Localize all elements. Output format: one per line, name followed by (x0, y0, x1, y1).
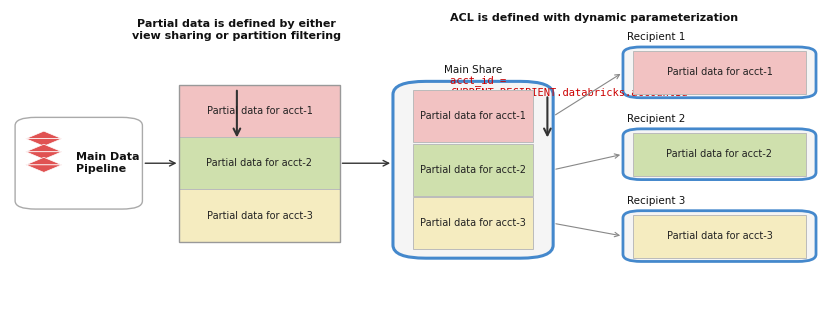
Text: Recipient 1: Recipient 1 (627, 32, 686, 42)
Polygon shape (26, 144, 62, 152)
Text: Main Share: Main Share (444, 65, 502, 75)
Text: acct_id =
CURRENT_RECIPIENT.databricks.accountId: acct_id = CURRENT_RECIPIENT.databricks.a… (451, 75, 688, 98)
Text: Partial data for acct-3: Partial data for acct-3 (667, 231, 772, 241)
Polygon shape (26, 165, 62, 172)
FancyBboxPatch shape (414, 144, 533, 196)
FancyBboxPatch shape (623, 47, 816, 98)
FancyBboxPatch shape (414, 90, 533, 143)
Polygon shape (26, 157, 62, 165)
Text: Partial data for acct-2: Partial data for acct-2 (667, 149, 772, 159)
FancyBboxPatch shape (623, 211, 816, 261)
Text: Partial data for acct-2: Partial data for acct-2 (207, 158, 313, 168)
Text: Recipient 2: Recipient 2 (627, 114, 686, 124)
Text: Partial data for acct-1: Partial data for acct-1 (207, 106, 313, 116)
Polygon shape (26, 152, 62, 159)
FancyBboxPatch shape (633, 215, 806, 257)
Text: Partial data for acct-3: Partial data for acct-3 (420, 218, 526, 228)
Text: Partial data for acct-1: Partial data for acct-1 (667, 67, 772, 77)
FancyBboxPatch shape (393, 81, 553, 258)
FancyBboxPatch shape (414, 197, 533, 249)
FancyBboxPatch shape (179, 189, 340, 242)
FancyBboxPatch shape (179, 85, 340, 137)
Text: Partial data for acct-1: Partial data for acct-1 (420, 111, 526, 121)
FancyBboxPatch shape (623, 129, 816, 179)
Text: Recipient 3: Recipient 3 (627, 196, 686, 206)
Text: Partial data for acct-2: Partial data for acct-2 (420, 165, 526, 175)
Text: Partial data for acct-3: Partial data for acct-3 (207, 210, 313, 221)
FancyBboxPatch shape (633, 133, 806, 176)
Polygon shape (26, 131, 62, 139)
FancyBboxPatch shape (179, 137, 340, 189)
FancyBboxPatch shape (15, 118, 142, 209)
FancyBboxPatch shape (633, 51, 806, 94)
Text: ACL is defined with dynamic parameterization: ACL is defined with dynamic parameteriza… (451, 13, 739, 23)
Text: Partial data is defined by either
view sharing or partition filtering: Partial data is defined by either view s… (132, 19, 342, 41)
Text: Main Data
Pipeline: Main Data Pipeline (76, 153, 140, 174)
Polygon shape (26, 139, 62, 146)
